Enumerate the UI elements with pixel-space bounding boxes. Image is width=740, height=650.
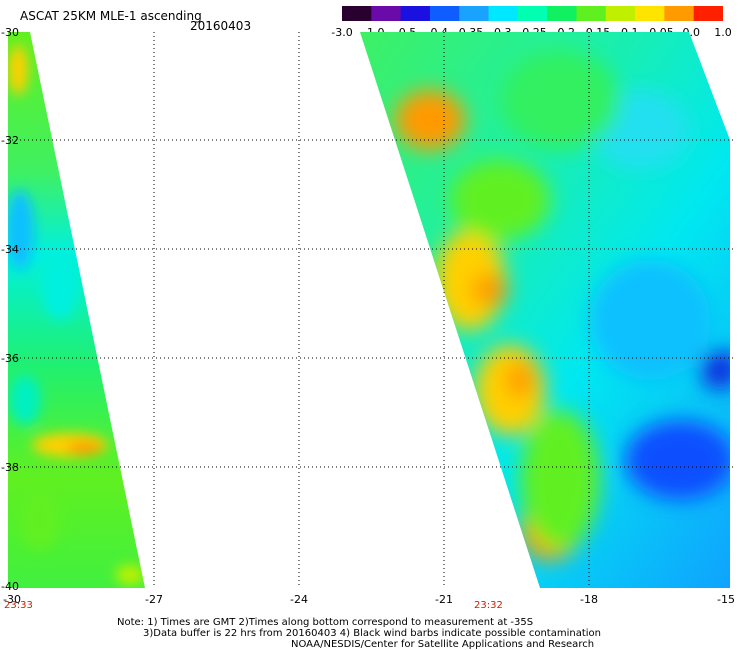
note-line-3: NOAA/NESDIS/Center for Satellite Applica… <box>291 639 595 650</box>
color-scale-segment <box>517 6 548 21</box>
color-scale-segment <box>576 6 607 21</box>
product-title: ASCAT 25KM MLE-1 ascending <box>20 9 202 23</box>
lat-label: -36 <box>1 352 19 365</box>
note-line-2: 3)Data buffer is 22 hrs from 20160403 4)… <box>143 628 601 639</box>
note-line-1: Note: 1) Times are GMT 2)Times along bot… <box>117 617 534 628</box>
color-scale-label: 1.0 <box>714 26 732 39</box>
color-scale-segment <box>400 6 431 21</box>
lon-label: -27 <box>145 593 163 606</box>
lat-label: -32 <box>1 134 19 147</box>
color-scale-segment <box>459 6 490 21</box>
lon-label: -30 <box>3 593 21 606</box>
lat-label: -38 <box>1 461 19 474</box>
color-scale-bar <box>342 6 723 21</box>
lat-label: -34 <box>1 243 19 256</box>
color-scale-segment <box>371 6 402 21</box>
color-scale-label: -3.0 <box>331 26 353 39</box>
left-swath <box>8 32 145 588</box>
color-scale-segment <box>429 6 460 21</box>
lon-label: -21 <box>435 593 453 606</box>
lon-label: -18 <box>580 593 598 606</box>
color-scale-segment <box>342 6 372 21</box>
lat-lon-grid <box>8 32 734 588</box>
color-scale-segment <box>547 6 577 21</box>
product-date: 20160403 <box>190 19 252 33</box>
right-swath <box>360 32 730 588</box>
color-scale-segment <box>605 6 636 21</box>
color-scale-segment <box>664 6 695 21</box>
lat-label: -30 <box>1 26 19 39</box>
lon-label: -15 <box>717 593 735 606</box>
lon-label: -24 <box>290 593 308 606</box>
swath-time-left: 23:33 <box>4 600 33 611</box>
color-scale-segment <box>635 6 665 21</box>
swath-time-right: 23:32 <box>474 600 503 611</box>
color-scale-segment <box>693 6 723 21</box>
color-scale-segment <box>488 6 519 21</box>
lat-label: -40 <box>1 580 19 593</box>
